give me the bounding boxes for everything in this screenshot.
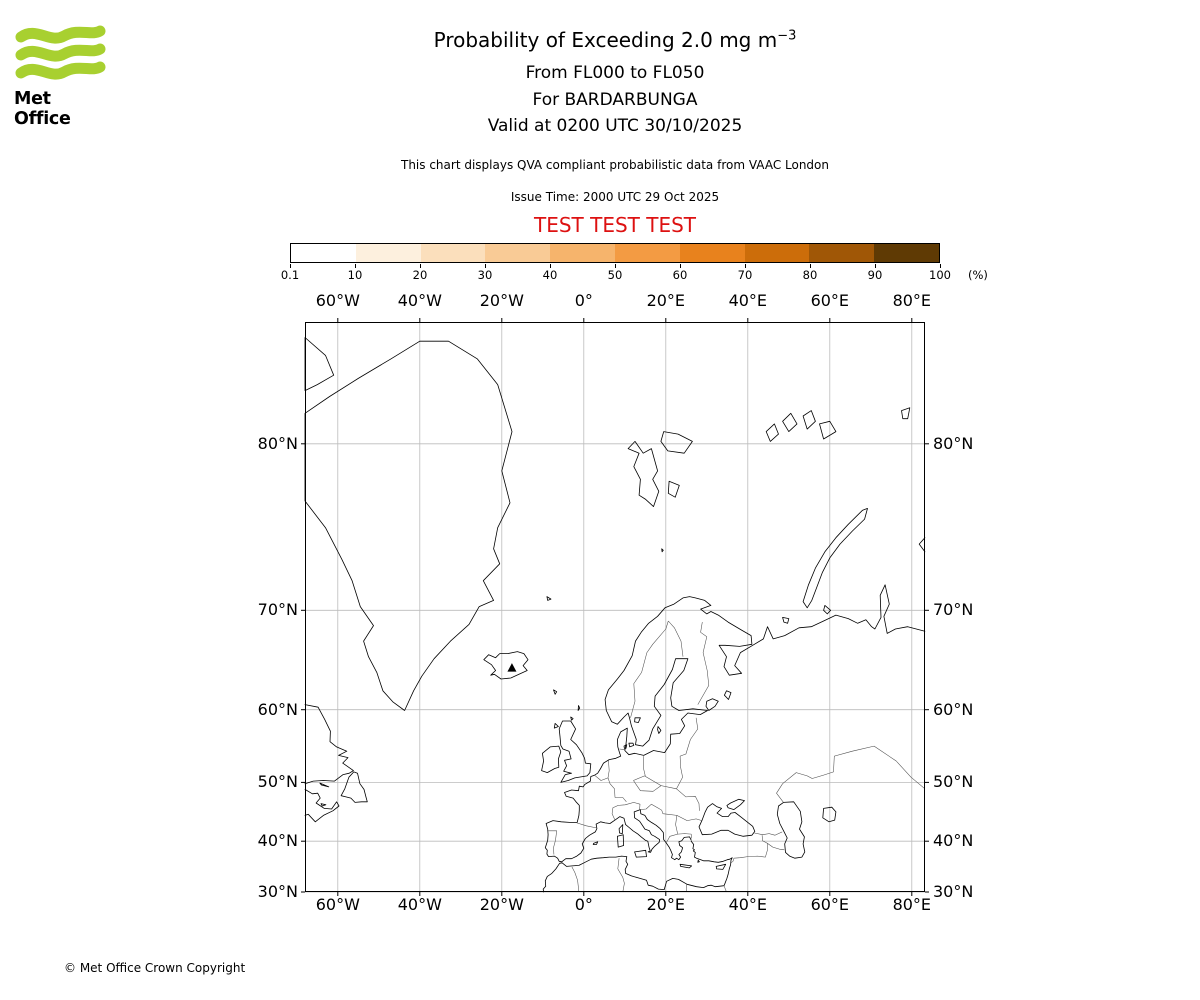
chart-title: Probability of Exceeding 2.0 mg m−3	[15, 28, 1200, 52]
colorbar-segment	[874, 244, 939, 262]
issue-time: Issue Time: 2000 UTC 29 Oct 2025	[510, 190, 720, 204]
lat-label-left: 30°N	[257, 881, 298, 901]
chart-title-exponent: −3	[777, 28, 797, 44]
map-area	[301, 318, 929, 896]
colorbar-tick	[290, 264, 291, 268]
colorbar-segment	[809, 244, 875, 262]
lon-label-top: 20°W	[479, 291, 524, 310]
colorbar-tick	[420, 264, 421, 268]
colorbar-tick-label: 10	[347, 268, 363, 282]
colorbar-tick	[355, 264, 356, 268]
lat-label-left: 80°N	[257, 433, 298, 453]
lon-label-bottom: 20°E	[646, 895, 686, 914]
lat-label-right: 70°N	[933, 600, 974, 620]
flight-level-subtitle: From FL000 to FL050	[525, 63, 705, 83]
colorbar-tick-label: 60	[672, 268, 688, 282]
colorbar-tick	[810, 264, 811, 268]
colorbar-tick	[485, 264, 486, 268]
colorbar-tick	[940, 264, 941, 268]
lat-label-right: 80°N	[933, 433, 974, 453]
map-frame	[305, 322, 925, 892]
colorbar-tick-label: 0.1	[280, 268, 300, 282]
colorbar-tick	[875, 264, 876, 268]
lon-label-top: 0°	[574, 291, 593, 310]
colorbar-tick-label: 40	[542, 268, 558, 282]
met-office-logo-waves-icon	[15, 25, 106, 80]
lat-label-left: 70°N	[257, 600, 298, 620]
volcano-subtitle: For BARDARBUNGA	[532, 90, 698, 110]
met-office-logo: Met Office	[14, 24, 110, 129]
colorbar-tick	[550, 264, 551, 268]
lat-label-right: 30°N	[933, 881, 974, 901]
colorbar-tick-label: 70	[737, 268, 753, 282]
colorbar-segment	[291, 244, 356, 262]
colorbar-tick-label: 30	[477, 268, 493, 282]
probability-colorbar	[290, 243, 940, 263]
colorbar-segment	[550, 244, 615, 262]
colorbar-tick-label: 100	[929, 268, 951, 282]
colorbar-segment	[485, 244, 551, 262]
met-office-logo-text: Met Office	[14, 89, 71, 129]
lon-label-bottom: 60°W	[315, 895, 360, 914]
lon-label-top: 60°W	[315, 291, 360, 310]
valid-time-subtitle: Valid at 0200 UTC 30/10/2025	[487, 116, 743, 136]
europe-north-atlantic-map	[301, 318, 929, 896]
country-borders	[548, 620, 926, 893]
lon-label-bottom: 60°E	[810, 895, 850, 914]
colorbar-tick-label: 80	[802, 268, 818, 282]
graticule-lines	[305, 322, 925, 893]
colorbar-segment	[420, 244, 486, 262]
lon-label-top: 80°E	[892, 291, 932, 310]
lon-label-bottom: 40°E	[728, 895, 768, 914]
lat-label-left: 50°N	[257, 772, 298, 792]
colorbar-tick-label: 50	[607, 268, 623, 282]
colorbar-tick-label: 20	[412, 268, 428, 282]
lon-label-bottom: 80°E	[892, 895, 932, 914]
lat-label-left: 40°N	[257, 831, 298, 851]
axis-ticks	[301, 318, 929, 896]
colorbar-tick	[680, 264, 681, 268]
colorbar-segment	[744, 244, 810, 262]
lat-label-left: 60°N	[257, 699, 298, 719]
lon-label-top: 40°W	[397, 291, 442, 310]
copyright-notice: © Met Office Crown Copyright	[64, 961, 246, 975]
lon-label-top: 40°E	[728, 291, 768, 310]
colorbar-segment	[679, 244, 745, 262]
coastlines	[304, 337, 926, 893]
volcano-marker	[507, 663, 517, 672]
lat-label-right: 60°N	[933, 699, 974, 719]
lon-label-bottom: 0°	[574, 895, 593, 914]
lat-label-right: 40°N	[933, 831, 974, 851]
colorbar-tick	[745, 264, 746, 268]
colorbar-tick-label: 90	[867, 268, 883, 282]
colorbar-segment	[614, 244, 680, 262]
qva-description: This chart displays QVA compliant probab…	[401, 158, 829, 172]
colorbar-tick	[615, 264, 616, 268]
lat-label-right: 50°N	[933, 772, 974, 792]
test-banner: TEST TEST TEST	[533, 213, 696, 237]
chart-title-text: Probability of Exceeding 2.0 mg m	[433, 28, 778, 52]
lon-label-top: 20°E	[646, 291, 686, 310]
colorbar-segment	[355, 244, 421, 262]
lon-label-bottom: 40°W	[397, 895, 442, 914]
colorbar-unit-label: (%)	[968, 268, 988, 282]
lon-label-top: 60°E	[810, 291, 850, 310]
lon-label-bottom: 20°W	[479, 895, 524, 914]
